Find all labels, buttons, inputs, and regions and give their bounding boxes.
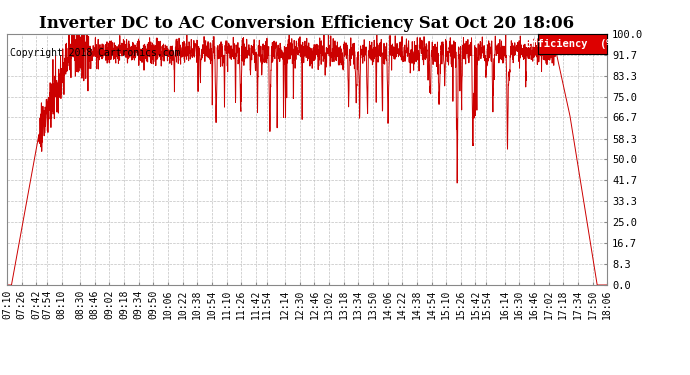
Text: Efficiency  (%): Efficiency (%) (525, 39, 619, 49)
Title: Inverter DC to AC Conversion Efficiency Sat Oct 20 18:06: Inverter DC to AC Conversion Efficiency … (39, 15, 575, 32)
Text: Copyright 2018 Cartronics.com: Copyright 2018 Cartronics.com (10, 48, 181, 58)
